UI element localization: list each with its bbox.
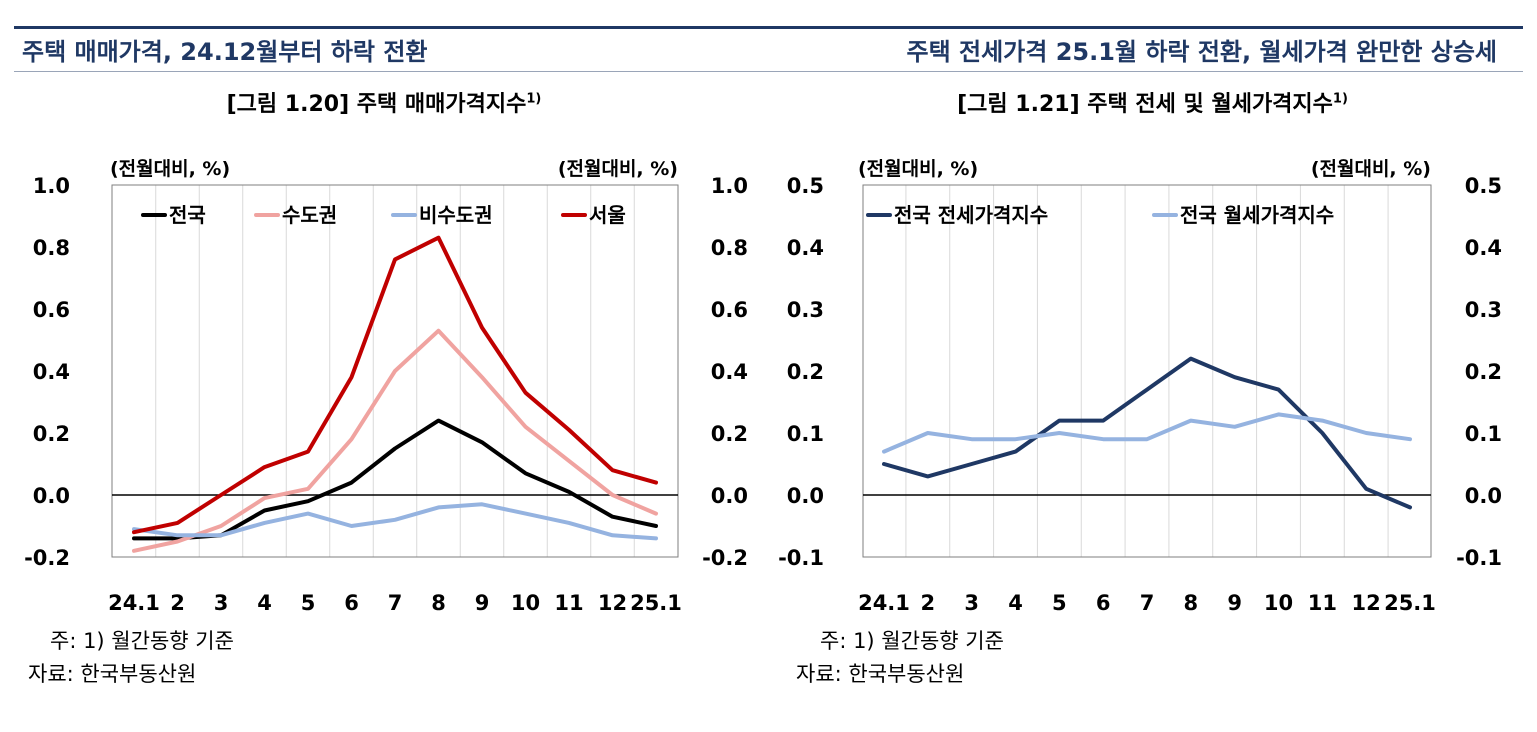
y-tick-label-left: -0.2: [24, 546, 70, 570]
rent-price-chart: 0.5 0.5 0.4 0.4 0.3 0.3 0.2 0.2 0.1 0.1 0.0 0.0 -0.1…: [778, 158, 1502, 615]
headline: 주택 매매가격, 24.12월부터 하락 전환: [22, 38, 428, 66]
x-tick-label: 9: [1227, 591, 1242, 615]
y-tick-label-right: -0.2: [702, 546, 748, 570]
x-tick-label: 4: [1008, 591, 1023, 615]
figure-title-footnote: 1): [526, 91, 542, 107]
legend-label: 전국 월세가격지수: [1180, 203, 1334, 227]
legend-label: 전국 전세가격지수: [894, 203, 1048, 227]
y-tick-label-left: 0.6: [33, 298, 70, 322]
y-tick-label-left: 0.8: [33, 236, 70, 260]
headline: 주택 전세가격 25.1월 하락 전환, 월세가격 완만한 상승세: [906, 38, 1498, 66]
y-tick-label-right: 0.2: [1465, 360, 1502, 384]
x-tick-label: 10: [511, 591, 540, 615]
y-tick-label-left: 0.4: [787, 236, 824, 260]
legend-label: 수도권: [282, 203, 337, 227]
x-tick-label: 12: [598, 591, 627, 615]
series-수도권: [132, 328, 658, 553]
sales-price-chart: 1.0 1.0 0.8 0.8 0.6 0.6 0.4 0.4 0.2 0.2 0.0 0.0 -0.2…: [24, 158, 748, 615]
figure-title-text: [그림 1.20] 주택 매매가격지수: [226, 92, 527, 117]
y-tick-label-right: 0.0: [1465, 484, 1502, 508]
y-tick-label-left: 0.0: [33, 484, 70, 508]
source-note: 자료: 한국부동산원: [28, 662, 197, 686]
plot-frame: [862, 184, 1432, 558]
y-unit-right: (전월대비, %): [558, 158, 678, 180]
y-tick-label-right: 0.0: [711, 484, 748, 508]
right-panel: 주택 전세가격 25.1월 하락 전환, 월세가격 완만한 상승세 [그림 1.…: [768, 0, 1537, 732]
plot-frame: [111, 184, 679, 558]
y-tick-label-left: 0.4: [33, 360, 70, 384]
series-전국 월세가격지수: [882, 412, 1412, 454]
x-tick-label: 7: [388, 591, 403, 615]
left-panel: 주택 매매가격, 24.12월부터 하락 전환 [그림 1.20] 주택 매매가…: [0, 0, 768, 732]
legend-label: 비수도권: [419, 203, 493, 227]
y-unit-left: (전월대비, %): [858, 158, 978, 180]
footnote: 주: 1) 월간동향 기준: [50, 629, 234, 653]
x-tick-label: 24.1: [108, 591, 160, 615]
x-tick-label: 24.1: [858, 591, 910, 615]
x-tick-label: 3: [964, 591, 979, 615]
x-tick-label: 11: [1308, 591, 1337, 615]
y-tick-label-left: 0.1: [787, 422, 824, 446]
y-tick-label-left: 0.2: [33, 422, 70, 446]
y-tick-label-right: 0.8: [711, 236, 748, 260]
top-rule: [768, 26, 1523, 29]
source-note: 자료: 한국부동산원: [796, 662, 965, 686]
x-tick-label: 12: [1352, 591, 1381, 615]
x-tick-label: 4: [257, 591, 272, 615]
x-tick-label: 5: [301, 591, 316, 615]
x-tick-label: 2: [170, 591, 185, 615]
x-tick-label: 3: [214, 591, 229, 615]
x-tick-label: 25.1: [630, 591, 682, 615]
y-tick-label-right: 0.5: [1465, 174, 1502, 198]
y-tick-label-right: 0.4: [1465, 236, 1502, 260]
x-tick-label: 8: [431, 591, 446, 615]
y-tick-label-right: 0.4: [711, 360, 748, 384]
series-line: [882, 356, 1412, 510]
figure-title: [그림 1.20] 주택 매매가격지수1): [0, 86, 768, 118]
series-전국 전세가격지수: [882, 356, 1412, 510]
figure-title-text: [그림 1.21] 주택 전세 및 월세가격지수: [957, 92, 1333, 117]
headline-rule: [768, 71, 1523, 72]
y-tick-label-right: -0.1: [1456, 546, 1502, 570]
legend-label: 서울: [589, 203, 626, 227]
x-tick-label: 10: [1264, 591, 1293, 615]
y-unit-right: (전월대비, %): [1311, 158, 1431, 180]
x-tick-label: 6: [1096, 591, 1111, 615]
y-tick-label-right: 0.6: [711, 298, 748, 322]
legend: 전국 수도권 비수도권 서울: [141, 203, 626, 227]
y-tick-label-left: -0.1: [778, 546, 824, 570]
x-tick-label: 8: [1184, 591, 1199, 615]
legend-label: 전국: [169, 203, 206, 227]
y-tick-label-left: 0.5: [787, 174, 824, 198]
figure-title-footnote: 1): [1332, 91, 1348, 107]
x-tick-label: 7: [1140, 591, 1155, 615]
headline-rule: [14, 71, 768, 72]
x-tick-label: 2: [921, 591, 936, 615]
y-tick-label-right: 0.3: [1465, 298, 1502, 322]
y-tick-label-left: 0.2: [787, 360, 824, 384]
series-비수도권: [132, 502, 658, 541]
y-tick-label-right: 0.2: [711, 422, 748, 446]
footnote: 주: 1) 월간동향 기준: [820, 629, 1004, 653]
y-tick-label-right: 0.1: [1465, 422, 1502, 446]
legend: 전국 전세가격지수 전국 월세가격지수: [866, 203, 1334, 227]
y-tick-label-left: 0.3: [787, 298, 824, 322]
y-tick-label-right: 1.0: [711, 174, 748, 198]
figure-title: [그림 1.21] 주택 전세 및 월세가격지수1): [768, 86, 1537, 118]
x-tick-label: 5: [1052, 591, 1067, 615]
x-tick-label: 6: [344, 591, 359, 615]
grid: [905, 185, 1389, 557]
series-line: [132, 235, 658, 535]
x-tick-label: 9: [475, 591, 490, 615]
y-unit-left: (전월대비, %): [110, 158, 230, 180]
x-tick-label: 11: [554, 591, 583, 615]
x-tick-label: 25.1: [1384, 591, 1436, 615]
series-서울: [132, 235, 658, 535]
top-rule: [14, 26, 768, 29]
y-tick-label-left: 1.0: [33, 174, 70, 198]
series-line: [132, 502, 658, 541]
y-tick-label-left: 0.0: [787, 484, 824, 508]
